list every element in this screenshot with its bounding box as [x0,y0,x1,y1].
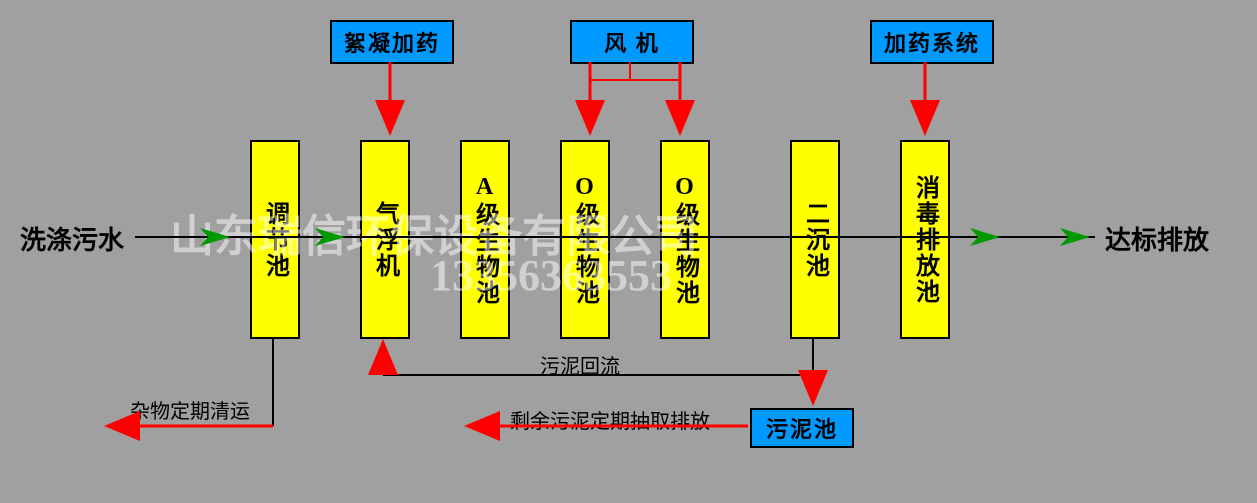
top-box-label: 加药系统 [884,26,980,58]
process-label: O级生物池 [668,174,703,306]
excess-sludge-label: 剩余污泥定期抽取排放 [510,405,710,434]
flow-arrow-icon [200,228,230,246]
output-label: 达标排放 [1105,220,1209,257]
flow-arrow-icon [315,228,345,246]
process-box-6: 二沉池 [790,140,840,339]
flow-arrow-icon [1060,228,1090,246]
process-box-7: 消毒排放池 [900,140,950,339]
sludge-box: 污泥池 [750,408,854,448]
top-box-label: 絮凝加药 [344,26,440,58]
process-label: 气浮机 [368,201,403,279]
input-label: 洗涤污水 [20,220,124,257]
top-box-flocculant: 絮凝加药 [330,20,454,64]
debris-label: 杂物定期清运 [130,395,250,424]
top-box-dosing: 加药系统 [870,20,994,64]
top-box-label: 风 机 [604,26,660,58]
process-label: 二沉池 [798,201,833,279]
process-label: 调节池 [258,201,293,279]
process-box-3: A级生物池 [460,140,510,339]
top-box-fan: 风 机 [570,20,694,64]
process-box-1: 调节池 [250,140,300,339]
process-box-2: 气浮机 [360,140,410,339]
sludge-label: 污泥池 [766,412,838,444]
process-box-4: O级生物池 [560,140,610,339]
diagram-canvas: 絮凝加药 风 机 加药系统 调节池 气浮机 A级生物池 O级生物池 O级生物池 … [0,0,1257,503]
process-label: A级生物池 [468,174,503,306]
flow-arrow-icon [970,228,1000,246]
return-sludge-label: 污泥回流 [540,350,620,379]
process-label: O级生物池 [568,174,603,306]
process-box-5: O级生物池 [660,140,710,339]
process-label: 消毒排放池 [908,175,943,305]
